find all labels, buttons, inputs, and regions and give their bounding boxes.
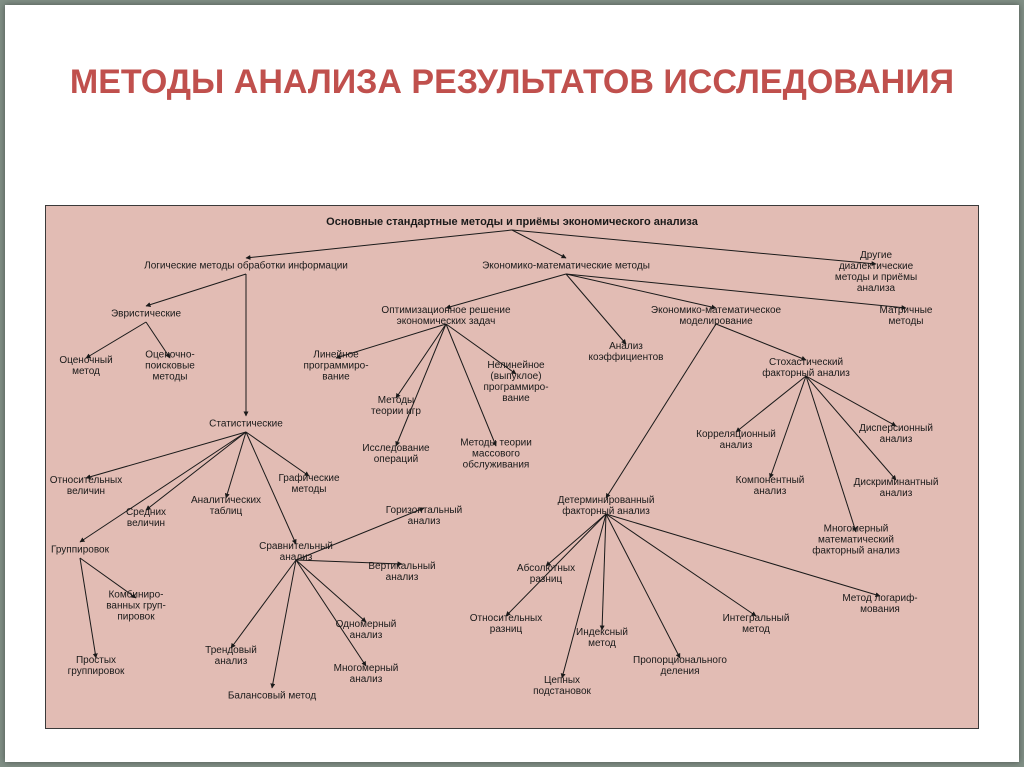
slide-title: МЕТОДЫ АНАЛИЗА РЕЗУЛЬТАТОВ ИССЛЕДОВАНИЯ — [5, 63, 1019, 102]
edge — [566, 274, 626, 344]
edge — [231, 560, 296, 648]
node-logm: Метод логариф- мования — [842, 593, 917, 615]
edge — [226, 432, 246, 498]
edge — [546, 514, 606, 566]
node-vert: Вертикальный анализ — [368, 561, 435, 583]
node-kombgr: Комбиниро- ванных груп- пировок — [106, 590, 166, 623]
edge — [512, 230, 566, 258]
node-index: Индексный метод — [576, 627, 628, 649]
node-econmath: Экономико-математические методы — [482, 261, 650, 272]
edge — [716, 324, 806, 360]
node-stochfa: Стохастический факторный анализ — [762, 357, 850, 379]
edge — [446, 274, 566, 308]
node-ocenp: Оценочно- поисковые методы — [145, 350, 195, 383]
node-opt: Оптимизационное решение экономических за… — [381, 305, 510, 327]
node-acoef: Анализ коэффициентов — [589, 341, 664, 363]
edge — [86, 322, 146, 358]
edge — [512, 230, 876, 264]
node-onedim: Одномерный анализ — [336, 619, 397, 641]
node-nonlin: Нелинейное (выпуклое) программиро- вание — [483, 360, 548, 404]
node-simplegr: Простых группировок — [68, 655, 125, 677]
edge — [736, 376, 806, 432]
edge — [80, 558, 96, 658]
node-heur: Эвристические — [111, 309, 181, 320]
edge — [806, 376, 896, 426]
edge — [86, 432, 246, 478]
edge — [272, 560, 296, 688]
node-compare: Сравнительный анализ — [259, 541, 333, 563]
node-reldif: Относительных разниц — [470, 613, 542, 635]
node-massq: Методы теории массового обслуживания — [460, 438, 532, 471]
node-logic: Логические методы обработки информации — [144, 261, 348, 272]
slide: МЕТОДЫ АНАЛИЗА РЕЗУЛЬТАТОВ ИССЛЕДОВАНИЯ … — [5, 5, 1019, 762]
node-multi: Многомерный анализ — [334, 663, 399, 685]
node-linprog: Линейное программиро- вание — [303, 350, 368, 383]
node-integral: Интегральный метод — [723, 613, 790, 635]
node-graph: Графические методы — [278, 473, 339, 495]
node-other: Другие диалектические методы и приёмы ан… — [825, 250, 927, 294]
node-emm: Экономико-математическое моделирование — [651, 305, 781, 327]
page-background: МЕТОДЫ АНАЛИЗА РЕЗУЛЬТАТОВ ИССЛЕДОВАНИЯ … — [0, 0, 1024, 767]
edge — [770, 376, 806, 478]
node-group: Группировок — [51, 545, 109, 556]
node-relval: Относительных величин — [50, 475, 122, 497]
node-ocen: Оценочный метод — [59, 355, 112, 377]
node-balance: Балансовый метод — [228, 691, 316, 702]
node-absdif: Абсолютных разниц — [517, 563, 575, 585]
node-trend: Трендовый анализ — [205, 645, 257, 667]
node-gametheory: Методы теории игр — [371, 395, 421, 417]
node-chain: Цепных подстановок — [533, 675, 591, 697]
diagram-frame: Основные стандартные методы и приёмы эко… — [45, 205, 979, 729]
node-discr: Дискриминантный анализ — [854, 477, 939, 499]
node-disp: Дисперсионный анализ — [859, 423, 933, 445]
node-horiz: Горизонтальный анализ — [386, 505, 462, 527]
edge — [562, 514, 606, 678]
edge — [146, 274, 246, 306]
edge — [396, 324, 446, 446]
edge — [806, 376, 856, 532]
node-corr: Корреляционный анализ — [696, 429, 776, 451]
node-avgval: Средних величин — [126, 507, 166, 529]
node-atabl: Аналитических таблиц — [191, 495, 261, 517]
edge — [566, 274, 716, 308]
edge — [602, 514, 606, 630]
edge — [296, 560, 366, 622]
node-comp: Компонентный анализ — [736, 475, 805, 497]
node-matrix: Матричные методы — [880, 305, 933, 327]
node-multif: Многомерный математический факторный ана… — [795, 524, 917, 557]
tree-diagram: Основные стандартные методы и приёмы эко… — [46, 206, 978, 729]
node-detfa: Детерминированный факторный анализ — [558, 495, 655, 517]
edge — [396, 324, 446, 398]
node-root: Основные стандартные методы и приёмы эко… — [326, 216, 698, 228]
node-stat: Статистические — [209, 419, 283, 430]
edge — [246, 432, 309, 476]
edge — [246, 230, 512, 258]
node-prop: Пропорционального деления — [633, 655, 727, 677]
node-operres: Исследование операций — [362, 443, 429, 465]
edge — [606, 514, 756, 616]
edge — [296, 560, 366, 666]
